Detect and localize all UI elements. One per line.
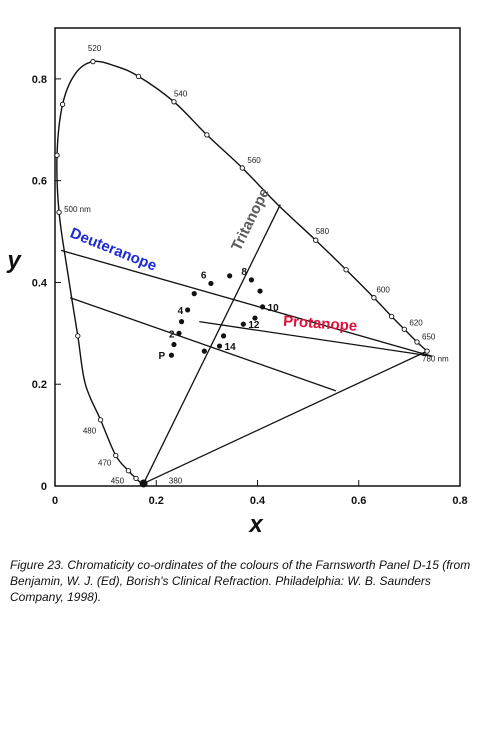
locus-marker — [97, 417, 104, 423]
wavelength-label: 480 — [83, 427, 97, 436]
confusion-line — [143, 204, 281, 484]
x-tick-label: 0.2 — [149, 495, 164, 507]
panel-point-label: 14 — [225, 342, 237, 353]
panel-points: P2 4 6 8 10 12 14 — [139, 267, 280, 488]
locus-marker — [401, 326, 407, 332]
wavelength-label: 620 — [409, 319, 423, 328]
axis-ticks: 0 0.2 0.4 0.6 0.8 0 0.2 0.4 0.6 0.8 — [32, 74, 468, 507]
confusion-line — [199, 320, 433, 357]
locus-marker — [389, 313, 395, 320]
wavelength-label: 780 nm — [422, 354, 449, 363]
panel-point — [201, 348, 207, 354]
panel-point — [208, 280, 214, 287]
y-axis-title: y — [6, 247, 22, 274]
panel-point — [248, 277, 255, 283]
x-axis-title: x — [247, 511, 264, 538]
y-tick-label: 0.4 — [32, 277, 48, 289]
panel-point-label: 4 — [178, 306, 184, 317]
locus-marker — [204, 132, 210, 138]
wavelength-label: 520 — [88, 44, 102, 53]
spectral-locus: 520 540 560 580 600 620 650 780 nm 500 nm 480 470 4… — [54, 44, 449, 487]
panel-point — [168, 352, 175, 358]
wavelength-label: 600 — [376, 286, 390, 295]
x-tick-label: 0.8 — [452, 495, 467, 507]
wavelength-label: 580 — [316, 227, 330, 236]
confusion-line — [69, 297, 337, 392]
series-label: Protanope — [283, 313, 358, 335]
locus-marker — [56, 209, 62, 215]
series-label: Tritanope — [228, 186, 273, 254]
wavelength-label: 540 — [174, 90, 188, 99]
panel-point-label: 10 — [268, 303, 280, 314]
y-tick-label: 0.8 — [32, 74, 47, 86]
panel-point — [171, 341, 177, 348]
y-tick-label: 0.2 — [32, 379, 47, 391]
locus-marker — [133, 475, 139, 482]
panel-point-label: 12 — [248, 320, 260, 331]
panel-point — [259, 304, 266, 310]
y-tick-label: 0 — [41, 481, 47, 493]
panel-point-label: 2 — [169, 329, 175, 340]
locus-marker — [75, 333, 81, 339]
wavelength-label: 650 — [422, 332, 436, 341]
locus-marker — [90, 58, 96, 65]
panel-point — [176, 330, 182, 336]
figure-caption: Figure 23. Chromaticity co-ordinates of … — [10, 558, 471, 604]
locus-marker — [171, 99, 177, 105]
panel-point — [252, 315, 258, 321]
locus-marker — [135, 73, 142, 79]
x-tick-label: 0.4 — [250, 495, 266, 507]
confusion-lines — [60, 204, 433, 485]
wavelength-label: 500 nm — [64, 205, 91, 214]
confusion-line — [143, 350, 428, 485]
locus-marker — [54, 152, 60, 158]
panel-point — [178, 319, 185, 325]
wavelength-label: 450 — [111, 476, 125, 485]
locus-marker — [125, 468, 132, 474]
locus-marker — [313, 237, 319, 243]
y-tick-label: 0.6 — [32, 176, 47, 188]
locus-marker — [59, 101, 66, 107]
panel-point — [220, 333, 227, 339]
wavelength-label: 560 — [247, 156, 261, 165]
locus-marker — [343, 267, 349, 273]
x-tick-label: 0.6 — [351, 495, 366, 507]
series-label: Deuteranope — [68, 225, 159, 275]
locus-marker — [371, 295, 377, 301]
panel-point — [191, 291, 197, 297]
convergence-point — [139, 479, 148, 488]
wavelength-label: 470 — [98, 459, 112, 468]
panel-point — [185, 307, 191, 313]
confusion-line — [60, 249, 433, 357]
panel-point — [240, 321, 246, 327]
panel-point-label: 8 — [241, 267, 247, 278]
locus-marker — [113, 452, 119, 459]
locus-marker — [424, 348, 430, 354]
panel-point — [257, 288, 263, 294]
panel-point-label: 6 — [201, 270, 207, 281]
x-tick-label: 0 — [52, 495, 58, 507]
panel-point — [227, 273, 233, 279]
panel-point — [216, 343, 223, 349]
locus-marker — [239, 165, 245, 171]
locus-marker — [414, 339, 420, 345]
panel-point-label: P — [158, 351, 165, 362]
wavelength-label: 380 — [169, 476, 183, 485]
